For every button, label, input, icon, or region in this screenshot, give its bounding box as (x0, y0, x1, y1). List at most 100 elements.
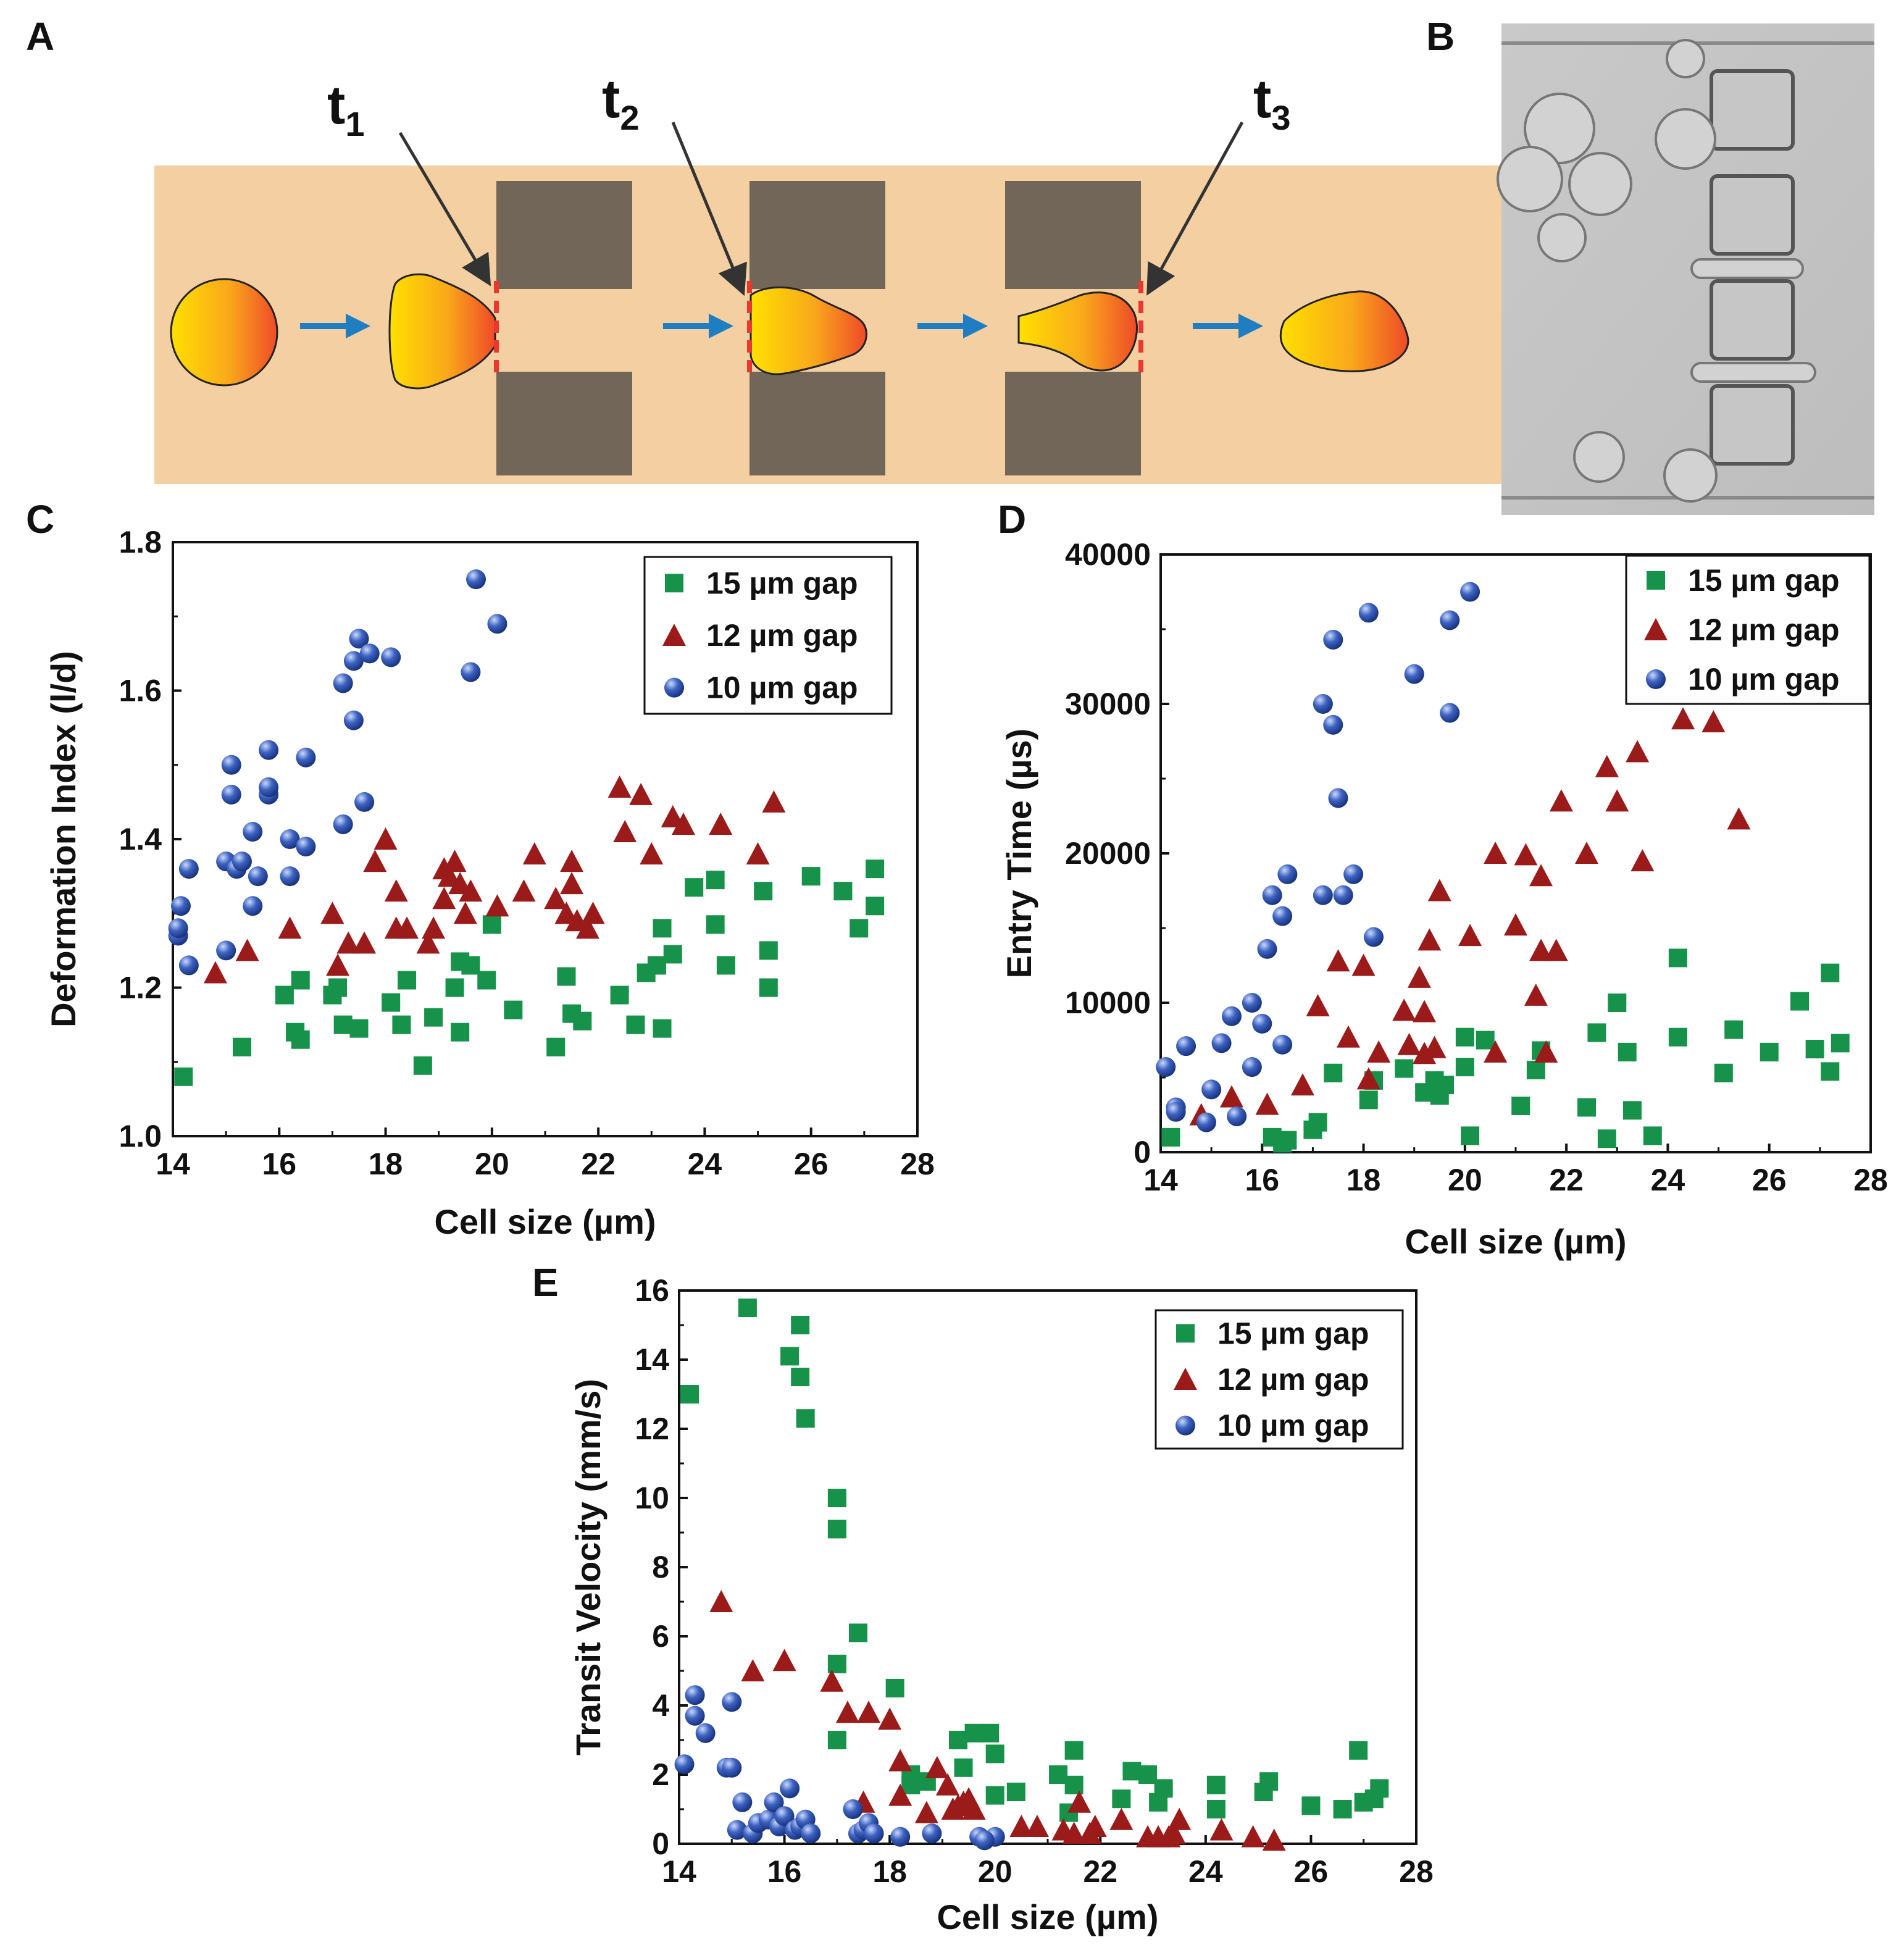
data-point-triangle (1529, 939, 1553, 961)
data-point-square (685, 878, 704, 897)
data-point-square (275, 985, 294, 1005)
data-point-square (1511, 1096, 1530, 1115)
data-point-square (1333, 1800, 1352, 1818)
data-point-triangle (772, 1649, 796, 1671)
schematic-panel: t1 t2 t3 (154, 68, 1690, 484)
data-point-circle (1343, 864, 1364, 884)
data-point-square (1349, 1741, 1368, 1760)
data-point-square (796, 1409, 815, 1428)
x-tick-label: 18 (369, 1147, 403, 1181)
data-point-circle (1440, 703, 1460, 723)
data-point-triangle (1209, 1818, 1234, 1841)
data-point-square (1668, 948, 1687, 968)
data-point-square (1154, 1779, 1173, 1798)
data-point-triangle (1025, 1815, 1049, 1837)
data-point-circle (1201, 1079, 1222, 1100)
data-point-triangle (1291, 1073, 1314, 1096)
data-point-triangle (1727, 807, 1751, 830)
cell-deforming (388, 273, 496, 390)
data-point-triangle (1067, 1790, 1092, 1813)
data-point-square (1821, 963, 1840, 982)
x-tick-label: 22 (1083, 1854, 1117, 1889)
legend-entry-label: 12 µm gap (1217, 1362, 1369, 1397)
data-point-circle (170, 896, 191, 916)
data-point-triangle (1484, 842, 1508, 864)
data-point-triangle (1575, 842, 1598, 864)
data-point-circle (259, 740, 279, 760)
data-point-square (754, 882, 773, 901)
data-point-square (461, 956, 480, 975)
data-point-square (1455, 1058, 1474, 1077)
data-point-triangle (1701, 710, 1726, 733)
data-point-circle (695, 1723, 716, 1743)
data-point-circle (727, 1820, 747, 1840)
data-point-square (653, 1019, 672, 1038)
data-point-triangle (762, 790, 786, 813)
data-point-square (848, 1623, 867, 1642)
data-point-triangle (203, 961, 227, 984)
data-point-circle (732, 1792, 753, 1812)
data-point-circle (1440, 610, 1460, 630)
data-point-triangle (741, 1659, 765, 1681)
data-point-triangle (1162, 1822, 1186, 1844)
data-point-circle (1323, 629, 1343, 650)
data-point-circle (1646, 669, 1666, 689)
x-tick-label: 28 (1399, 1854, 1434, 1889)
x-tick-label: 14 (1143, 1163, 1178, 1197)
data-point-square (328, 978, 348, 997)
series-square (1161, 948, 1850, 1153)
data-point-square (716, 956, 735, 975)
data-point-triangle (1413, 1042, 1437, 1065)
x-axis-title: Cell size (µm) (1405, 1222, 1626, 1261)
data-point-circle (216, 940, 236, 961)
data-point-square (1138, 1765, 1158, 1784)
x-tick-label: 28 (1853, 1163, 1888, 1197)
data-point-triangle (1422, 1035, 1447, 1058)
y-tick-label: 0 (1134, 1135, 1151, 1169)
data-point-square (573, 1011, 592, 1031)
data-point-triangle (384, 879, 408, 902)
chart-deformation-index: 14 16 18 20 22 24 26 28 1.0 1.2 1.4 1.6 1.8 Cell size… (44, 525, 935, 1241)
pillar-top-2 (749, 181, 885, 289)
data-point-square (1455, 1027, 1474, 1047)
data-point-square (1122, 1762, 1142, 1781)
data-point-triangle (935, 1773, 959, 1796)
data-point-square (333, 1015, 353, 1034)
data-point-triangle (613, 819, 637, 842)
micrograph-cell (1524, 93, 1595, 164)
data-point-square (1359, 1090, 1378, 1110)
data-point-circle (674, 1754, 695, 1775)
pillar-bottom-2 (749, 372, 885, 475)
data-point-square (1724, 1020, 1743, 1039)
x-tick-label: 26 (1294, 1854, 1329, 1889)
data-point-square (780, 1347, 800, 1366)
x-tick-label: 26 (1752, 1163, 1787, 1197)
y-tick-label: 30000 (1065, 687, 1151, 721)
pointer-t2 (671, 122, 747, 296)
data-point-triangle (278, 916, 302, 939)
data-point-square (1577, 1098, 1596, 1117)
data-point-square (1324, 1063, 1343, 1082)
data-point-triangle (395, 916, 419, 939)
data-point-square (445, 978, 464, 997)
data-point-square (392, 1015, 411, 1034)
data-point-circle (359, 643, 380, 664)
panel-label-e: E (532, 1260, 559, 1305)
data-point-triangle (1549, 789, 1573, 812)
data-point-circle (864, 1823, 884, 1844)
y-tick-label: 1.0 (119, 1119, 162, 1153)
data-point-square (1643, 1126, 1662, 1145)
data-point-triangle (888, 1783, 912, 1806)
x-tick-label: 24 (688, 1147, 722, 1181)
data-point-square (1647, 571, 1665, 590)
data-point-triangle (1220, 1085, 1243, 1108)
data-point-square (1760, 1042, 1779, 1061)
data-point-triangle (640, 842, 664, 865)
data-point-square (1831, 1034, 1850, 1053)
y-tick-label: 20000 (1065, 836, 1151, 871)
data-point-triangle (1326, 949, 1350, 972)
data-point-triangle (1367, 1040, 1391, 1063)
flow-arrow-2 (663, 314, 733, 338)
micrograph-pillar-3 (1710, 279, 1795, 361)
data-point-square (424, 1008, 443, 1027)
